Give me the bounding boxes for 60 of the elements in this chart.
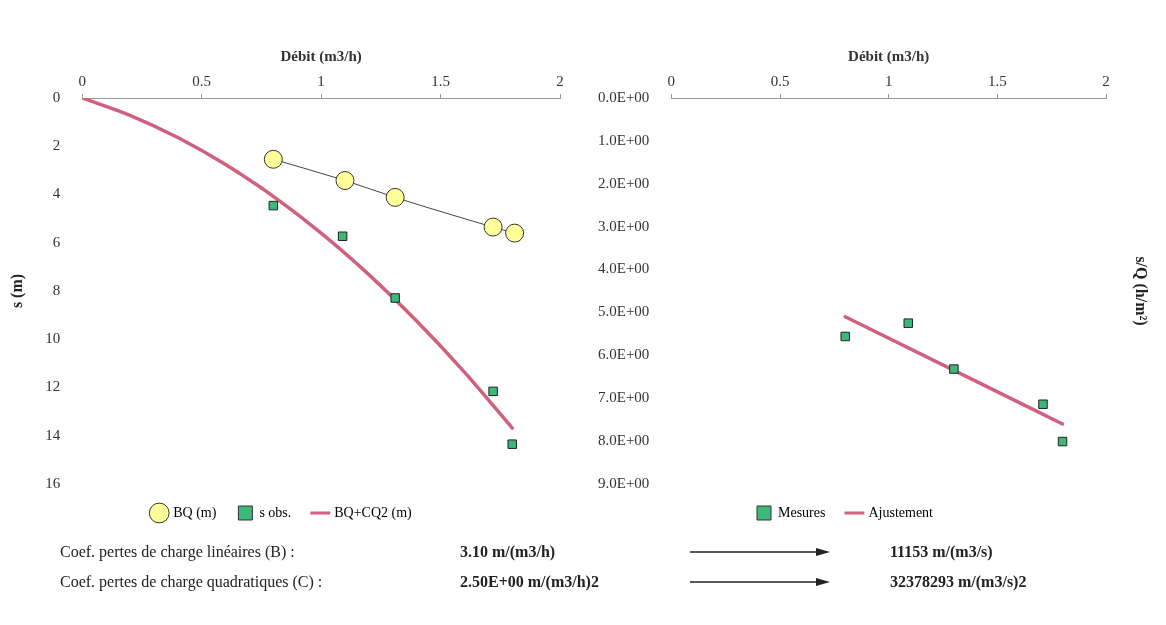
- point: [263, 149, 283, 169]
- text: 32378293 m/(m3/s)2: [890, 573, 1027, 591]
- x-tick-label: 2: [556, 72, 564, 89]
- y-tick-label: 2.0E+00: [598, 174, 650, 191]
- y-tick-label: 12: [45, 378, 61, 395]
- point: [337, 231, 348, 241]
- y-tick-label: 6: [52, 233, 61, 250]
- x-tick-label: 0: [78, 72, 86, 89]
- x-tick-label: 2: [1102, 72, 1110, 89]
- point: [385, 187, 405, 207]
- y-tick-label: 0: [52, 88, 61, 105]
- point: [483, 217, 503, 237]
- y-tick-label: 7.0E+00: [598, 389, 650, 406]
- x-tick-label: 0.5: [192, 72, 212, 89]
- x-tick-label: 0: [667, 72, 676, 89]
- x-tick-label: 1: [884, 72, 893, 89]
- point: [505, 223, 525, 243]
- point: [335, 171, 355, 191]
- y-axis-title: s/Q (h/m²): [1131, 256, 1150, 326]
- y-tick-label: 3.0E+00: [598, 217, 650, 234]
- y-tick-label: 16: [45, 474, 61, 491]
- x-tick-label: 0.5: [770, 72, 790, 89]
- point: [1038, 399, 1048, 409]
- x-tick-label: 1.5: [987, 72, 1007, 89]
- legend-label: BQ (m): [173, 504, 217, 521]
- y-tick-label: 10: [45, 330, 61, 347]
- line-series: [82, 98, 514, 430]
- y-tick-label: 1.0E+00: [598, 131, 650, 148]
- x-tick-label: 1: [317, 72, 325, 89]
- point: [507, 439, 517, 449]
- text: 11153 m/(m3/s): [890, 543, 993, 561]
- y-tick-label: 2: [52, 137, 61, 154]
- x-tick-label: 1.5: [431, 72, 450, 89]
- text: 3.10 m/(m3/h): [460, 543, 557, 561]
- legend-label: Mesures: [778, 504, 826, 520]
- text: Coef. pertes de charge quadratiques (C) :: [60, 573, 324, 591]
- point: [949, 364, 959, 374]
- point: [840, 331, 850, 342]
- y-tick-label: 8: [52, 281, 61, 298]
- y-tick-label: 0.0E+00: [598, 88, 650, 105]
- text: 2.50E+00 m/(m3/h)2: [460, 573, 600, 591]
- y-tick-label: 14: [45, 426, 61, 443]
- legend-label: BQ+CQ2 (m): [334, 504, 413, 521]
- point: [268, 200, 279, 211]
- y-tick-label: 8.0E+00: [598, 432, 650, 449]
- y-tick-label: 4.0E+00: [598, 260, 650, 277]
- y-axis-title: s (m): [7, 273, 26, 309]
- point: [1057, 436, 1068, 447]
- y-tick-label: 6.0E+00: [598, 346, 650, 363]
- x-axis-title: Débit (m3/h): [280, 47, 362, 65]
- point: [390, 293, 400, 303]
- y-tick-label: 5.0E+00: [598, 303, 650, 320]
- text: Coef. pertes de charge linéaires (B) :: [60, 543, 296, 561]
- point: [488, 386, 498, 397]
- y-tick-label: 4: [52, 185, 61, 202]
- point: [903, 318, 913, 328]
- x-axis-title: Débit (m3/h): [848, 47, 930, 65]
- y-tick-label: 9.0E+00: [598, 474, 650, 491]
- legend-label: Ajustement: [868, 504, 934, 520]
- legend-label: s obs.: [259, 504, 292, 520]
